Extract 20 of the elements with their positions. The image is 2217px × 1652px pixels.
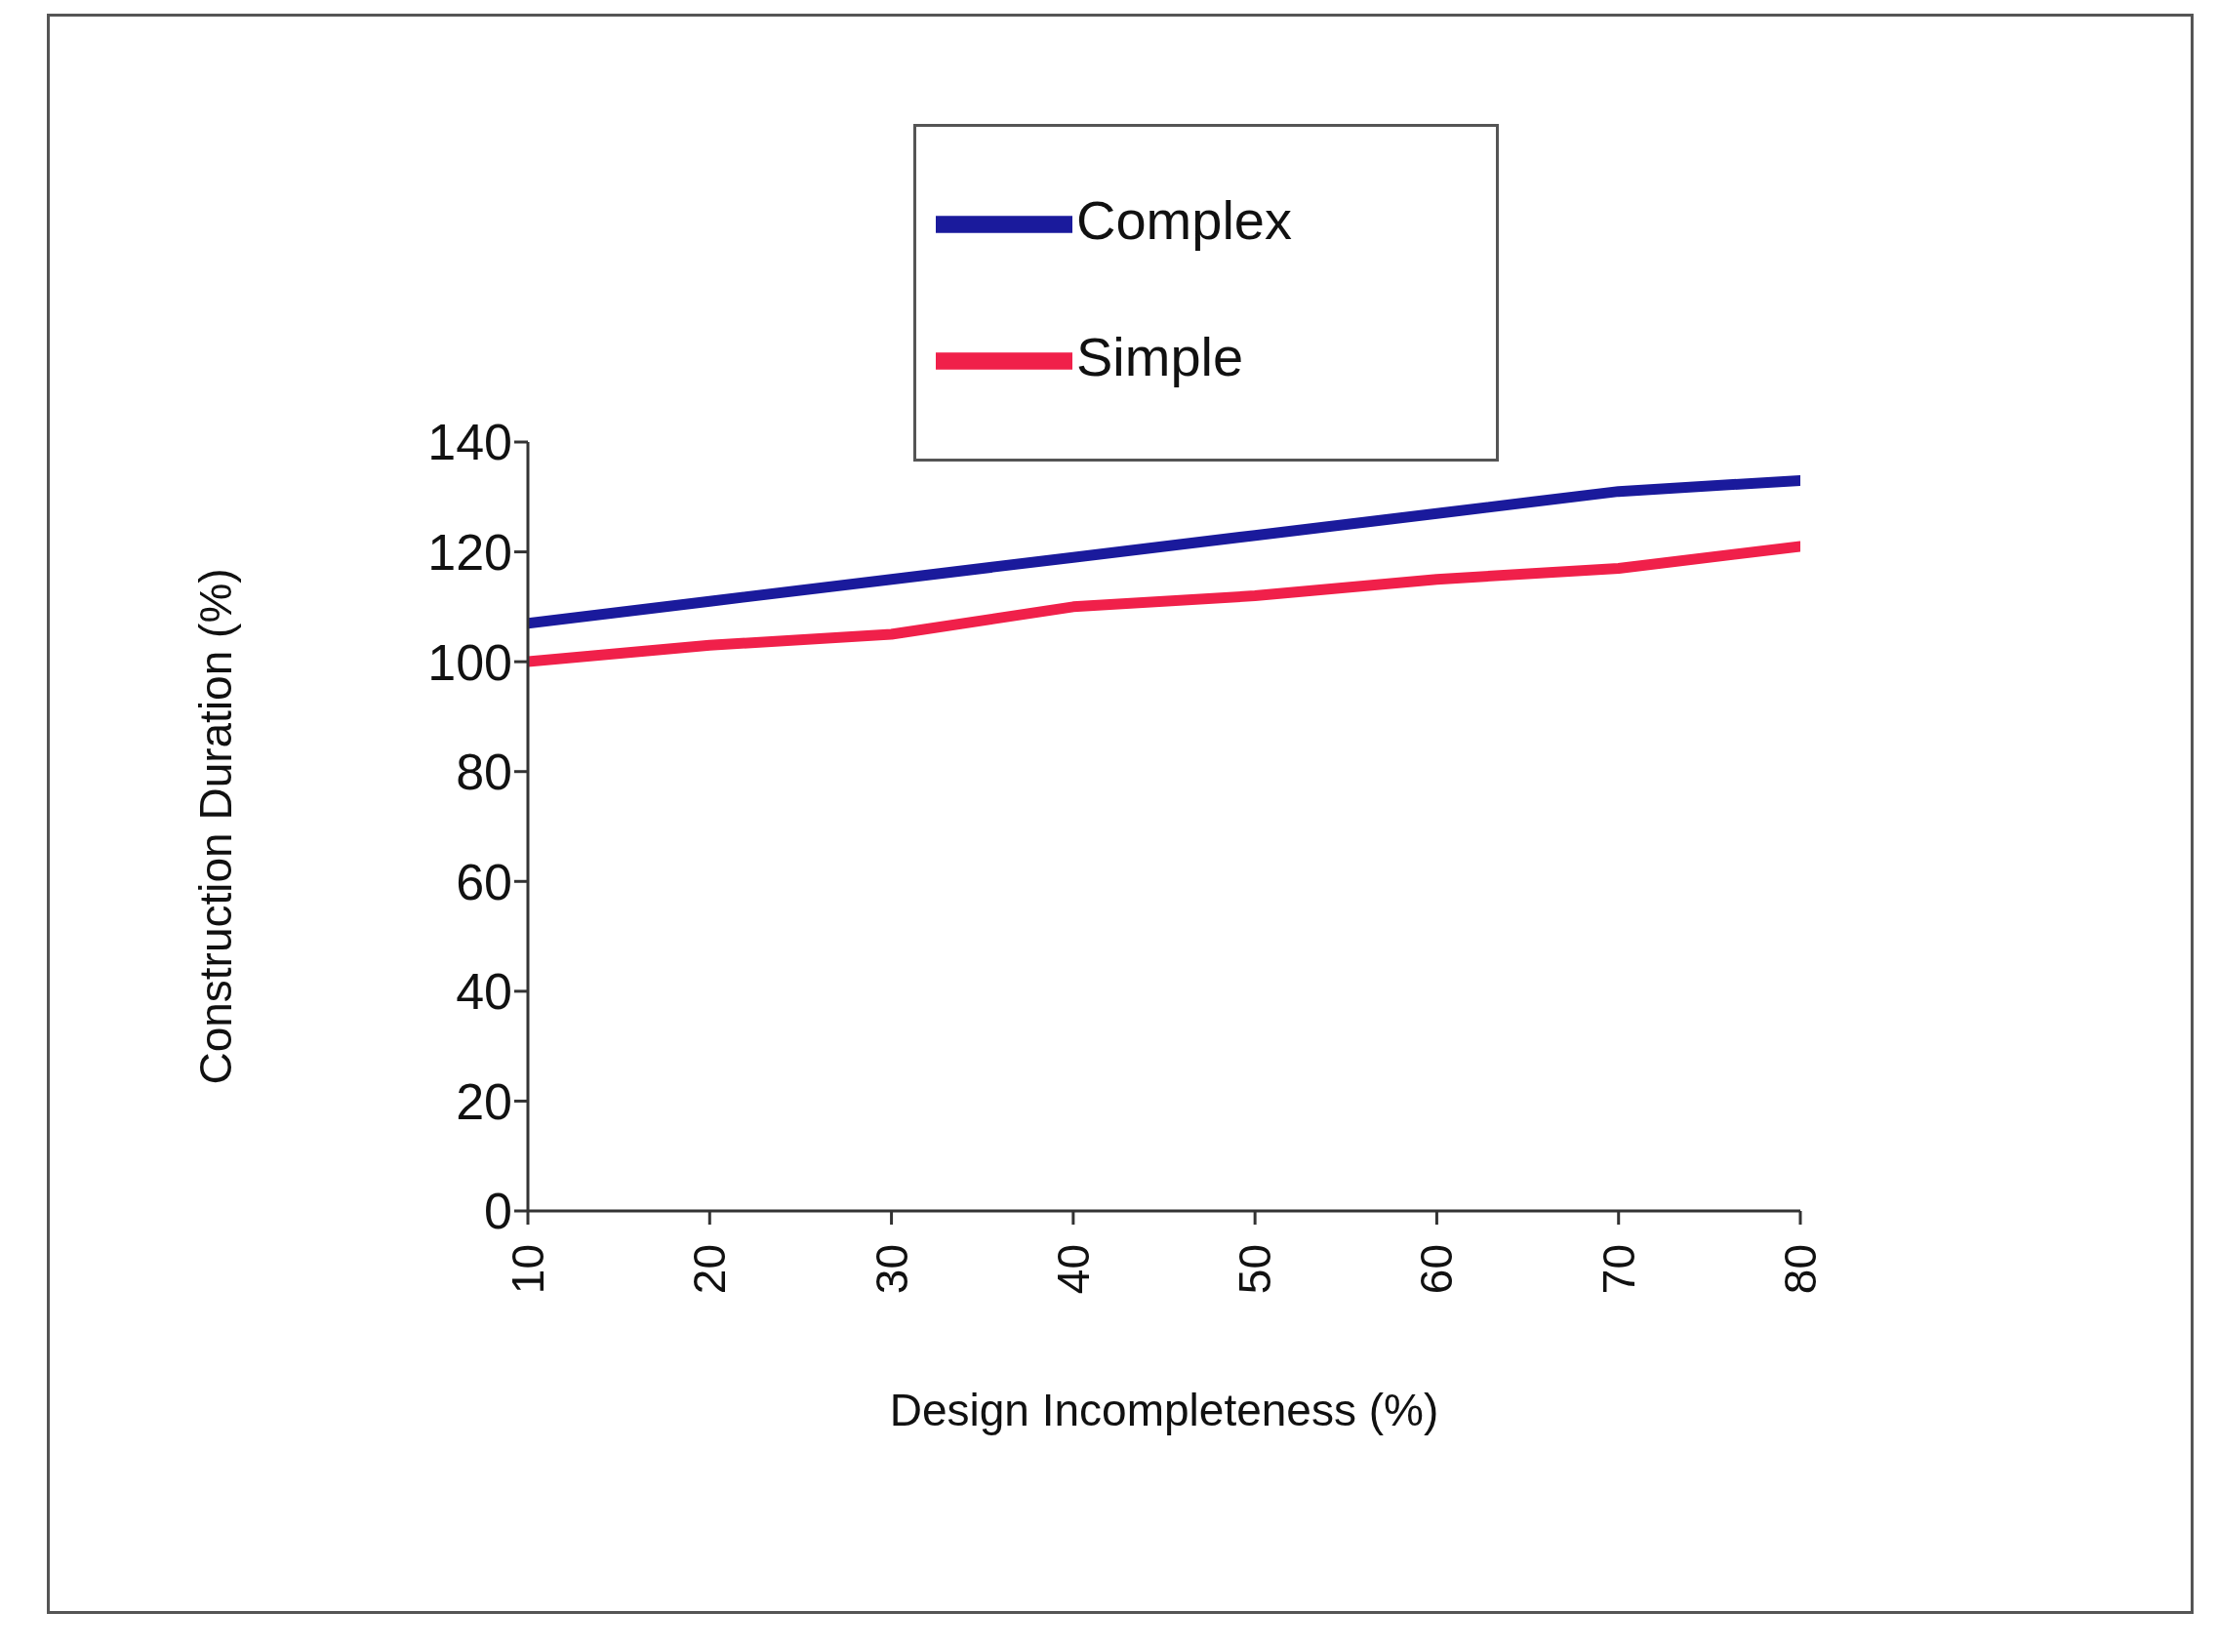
legend-label: Simple — [1076, 325, 1244, 387]
x-tick-label: 80 — [1775, 1244, 1826, 1295]
y-tick-label: 120 — [427, 524, 512, 582]
x-tick-label: 60 — [1411, 1244, 1463, 1295]
y-tick-label: 100 — [427, 633, 512, 691]
x-tick-label: 70 — [1592, 1244, 1644, 1295]
y-tick-label: 40 — [456, 963, 512, 1021]
x-tick-label: 30 — [866, 1244, 917, 1295]
y-axis-title: Construction Duration (%) — [190, 568, 242, 1085]
x-tick-label: 50 — [1229, 1244, 1281, 1295]
y-tick-label: 20 — [456, 1072, 512, 1130]
x-tick-label: 20 — [684, 1244, 736, 1295]
y-tick-label: 80 — [456, 744, 512, 801]
y-tick-label: 0 — [484, 1183, 512, 1240]
y-tick-label: 140 — [427, 414, 512, 471]
x-axis-title: Design Incompleteness (%) — [889, 1385, 1439, 1435]
legend-label: Complex — [1076, 188, 1292, 251]
x-tick-label: 10 — [503, 1244, 553, 1295]
x-tick-label: 40 — [1047, 1244, 1099, 1295]
y-tick-label: 60 — [456, 853, 512, 910]
